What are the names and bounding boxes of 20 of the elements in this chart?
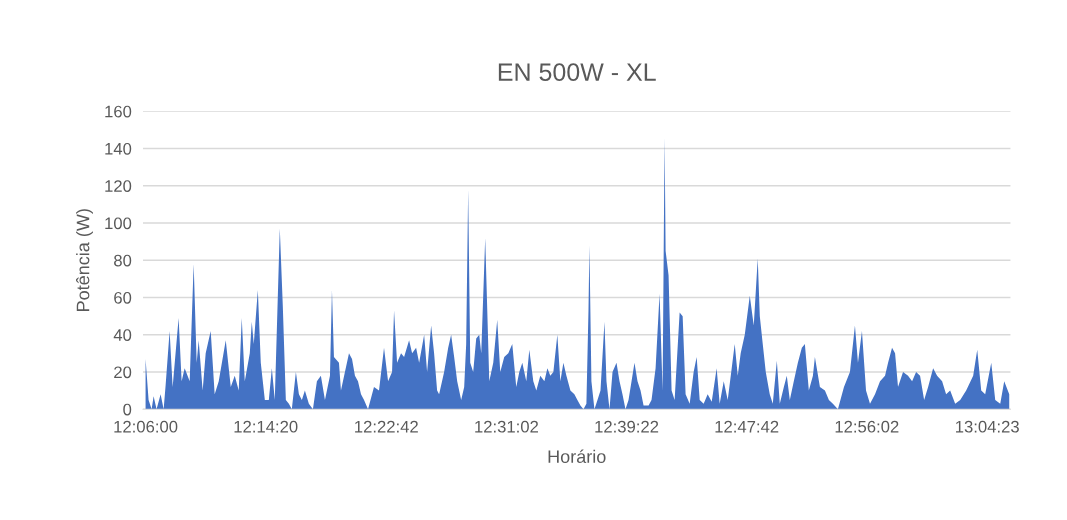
y-tick-label: 80 (114, 254, 132, 267)
y-tick-label: 20 (114, 366, 132, 379)
x-tick-label: 12:22:42 (355, 420, 418, 433)
y-axis-title: Potência (W) (76, 209, 93, 311)
x-tick-label: 12:14:20 (234, 420, 298, 433)
y-tick-label: 100 (105, 217, 132, 230)
x-tick-label: 13:04:23 (956, 420, 1019, 433)
x-tick-label: 12:47:42 (715, 420, 779, 433)
chart-title: EN 500W - XL (498, 63, 656, 81)
y-tick-label: 60 (114, 291, 132, 304)
y-tick-label: 140 (105, 142, 132, 155)
y-tick-label: 120 (105, 180, 132, 192)
y-tick-label: 40 (113, 329, 132, 341)
x-tick-label: 12:31:02 (475, 420, 538, 433)
x-tick-label: 12:56:02 (835, 420, 899, 433)
x-tick-label: 12:06:00 (114, 420, 178, 433)
x-axis-title: Horário (548, 449, 606, 464)
y-tick-label: 160 (105, 105, 132, 118)
y-tick-label: 0 (123, 403, 132, 416)
x-tick-label: 12:39:22 (595, 420, 659, 433)
